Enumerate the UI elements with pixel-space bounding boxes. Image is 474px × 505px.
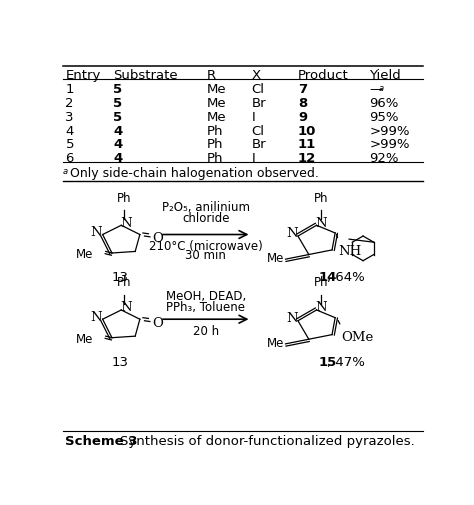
Text: 4: 4 <box>113 152 123 165</box>
Text: I: I <box>251 111 255 124</box>
Text: PPh₃, Toluene: PPh₃, Toluene <box>166 300 245 314</box>
Text: N: N <box>315 216 327 229</box>
Text: 13: 13 <box>111 270 128 283</box>
Text: Ph: Ph <box>314 276 328 289</box>
Text: N: N <box>286 227 298 240</box>
Text: Entry: Entry <box>65 69 101 82</box>
Text: 7: 7 <box>298 83 307 96</box>
Text: 20 h: 20 h <box>192 324 219 337</box>
Text: a: a <box>63 167 68 176</box>
Text: O: O <box>152 316 163 329</box>
Text: , 47%: , 47% <box>328 355 365 368</box>
Text: 12: 12 <box>298 152 316 165</box>
Text: 5: 5 <box>113 111 123 124</box>
Text: 8: 8 <box>298 97 307 110</box>
Text: Ph: Ph <box>117 191 132 205</box>
Text: >99%: >99% <box>369 124 410 137</box>
Text: R: R <box>207 69 216 82</box>
Text: Cl: Cl <box>251 124 264 137</box>
Text: 95%: 95% <box>369 111 399 124</box>
Text: N: N <box>286 312 298 325</box>
Text: Ph: Ph <box>207 152 223 165</box>
Text: 30 min: 30 min <box>185 249 226 262</box>
Text: 14: 14 <box>318 270 337 283</box>
Text: Ph: Ph <box>314 191 328 205</box>
Text: Ph: Ph <box>207 138 223 151</box>
Text: Ph: Ph <box>207 124 223 137</box>
Text: 3: 3 <box>65 111 74 124</box>
Text: O: O <box>152 232 163 244</box>
Text: 96%: 96% <box>369 97 399 110</box>
Text: chloride: chloride <box>182 211 229 224</box>
Text: Me: Me <box>266 251 284 265</box>
Text: X: X <box>251 69 261 82</box>
Text: 4: 4 <box>113 138 123 151</box>
Text: Me: Me <box>266 336 284 349</box>
Text: Ph: Ph <box>117 276 132 289</box>
Text: Substrate: Substrate <box>113 69 178 82</box>
Text: Me: Me <box>207 83 226 96</box>
Text: 5: 5 <box>113 83 123 96</box>
Text: Only side-chain halogenation observed.: Only side-chain halogenation observed. <box>70 167 319 180</box>
Text: >99%: >99% <box>369 138 410 151</box>
Text: Product: Product <box>298 69 349 82</box>
Text: I: I <box>251 152 255 165</box>
Text: 2: 2 <box>65 97 74 110</box>
Text: N: N <box>120 216 132 229</box>
Text: 10: 10 <box>298 124 316 137</box>
Text: Synthesis of donor-functionalized pyrazoles.: Synthesis of donor-functionalized pyrazo… <box>120 434 414 447</box>
Text: Scheme 3: Scheme 3 <box>65 434 138 447</box>
Text: 4: 4 <box>113 124 123 137</box>
Text: Me: Me <box>76 332 93 345</box>
Text: NH: NH <box>338 244 362 257</box>
Text: 1: 1 <box>65 83 74 96</box>
Text: , 64%: , 64% <box>328 270 365 283</box>
Text: 210°C (microwave): 210°C (microwave) <box>149 240 263 252</box>
Text: OMe: OMe <box>341 330 374 343</box>
Text: Yield: Yield <box>369 69 401 82</box>
Text: 92%: 92% <box>369 152 399 165</box>
Text: —: — <box>369 83 383 96</box>
Text: MeOH, DEAD,: MeOH, DEAD, <box>165 290 246 302</box>
Text: 11: 11 <box>298 138 316 151</box>
Text: Me: Me <box>76 248 93 261</box>
Text: N: N <box>315 301 327 314</box>
Text: 15: 15 <box>318 355 337 368</box>
Text: N: N <box>91 310 102 323</box>
Text: Me: Me <box>207 111 226 124</box>
Text: Br: Br <box>251 138 266 151</box>
Text: 5: 5 <box>65 138 74 151</box>
Text: 13: 13 <box>111 355 128 368</box>
Text: 6: 6 <box>65 152 74 165</box>
Text: Br: Br <box>251 97 266 110</box>
Text: 4: 4 <box>65 124 74 137</box>
Text: Cl: Cl <box>251 83 264 96</box>
Text: 9: 9 <box>298 111 307 124</box>
Text: Me: Me <box>207 97 226 110</box>
Text: 5: 5 <box>113 97 123 110</box>
Text: N: N <box>91 226 102 238</box>
Text: N: N <box>120 301 132 314</box>
Text: P₂O₅, anilinium: P₂O₅, anilinium <box>162 200 250 214</box>
Text: a: a <box>379 84 383 92</box>
